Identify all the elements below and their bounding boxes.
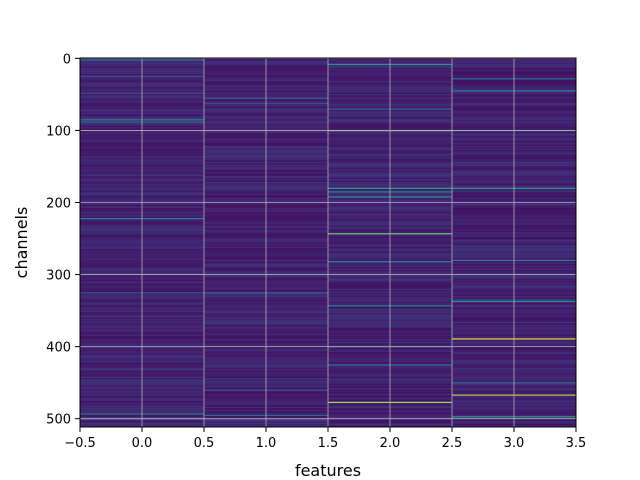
x-tick-label: 3.0 bbox=[504, 436, 525, 451]
x-tick-label: 2.0 bbox=[380, 436, 401, 451]
x-tick-label: 1.0 bbox=[256, 436, 277, 451]
x-tick-label: 0.0 bbox=[132, 436, 153, 451]
y-axis-label: channels bbox=[12, 207, 31, 279]
y-axis-ticks: 0 100 200 300 400 500 bbox=[46, 52, 80, 428]
y-tick-label: 500 bbox=[46, 413, 71, 428]
x-tick-label: 0.5 bbox=[194, 436, 215, 451]
y-tick-label: 400 bbox=[46, 341, 71, 356]
x-tick-label: −0.5 bbox=[64, 436, 96, 451]
y-tick-label: 0 bbox=[63, 52, 71, 67]
x-axis-ticks: −0.5 0.0 0.5 1.0 1.5 2.0 2.5 3.0 3.5 bbox=[64, 427, 586, 451]
x-tick-label: 2.5 bbox=[442, 436, 463, 451]
y-tick-label: 100 bbox=[46, 124, 71, 139]
x-axis-label: features bbox=[295, 461, 361, 480]
y-tick-label: 300 bbox=[46, 269, 71, 284]
x-tick-label: 1.5 bbox=[318, 436, 339, 451]
x-tick-label: 3.5 bbox=[566, 436, 587, 451]
y-tick-label: 200 bbox=[46, 197, 71, 212]
